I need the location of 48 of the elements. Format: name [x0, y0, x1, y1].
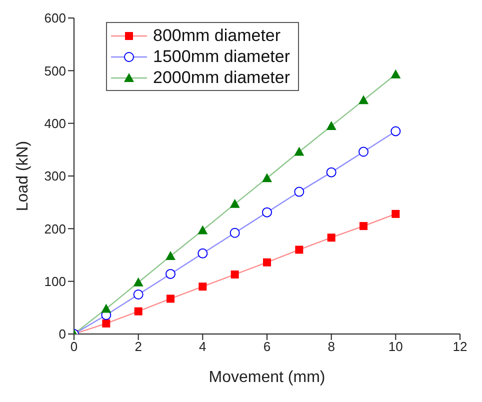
point	[102, 319, 110, 328]
x-tick-label: 10	[388, 339, 403, 354]
point	[326, 120, 336, 130]
y-tick-label: 0	[58, 326, 66, 342]
x-axis-title: Movement (mm)	[208, 369, 326, 386]
point	[390, 69, 401, 78]
legend-label: 1500mm diameter	[153, 46, 290, 67]
point	[230, 198, 240, 208]
point	[392, 210, 400, 218]
point	[198, 248, 208, 258]
legend-label: 800mm diameter	[153, 25, 281, 46]
point	[358, 146, 368, 157]
point	[294, 186, 304, 197]
point	[294, 146, 304, 156]
point	[133, 290, 144, 300]
legend-label: 2000mm diameter	[153, 67, 290, 88]
point	[262, 207, 272, 218]
point	[295, 246, 304, 254]
x-tick-label: 2	[134, 339, 142, 354]
point	[198, 282, 207, 291]
point	[262, 173, 272, 182]
point	[360, 222, 368, 230]
x-tick-label: 4	[199, 339, 206, 354]
point	[326, 167, 336, 178]
point	[166, 268, 176, 279]
point	[390, 126, 401, 136]
point	[327, 234, 336, 242]
point	[166, 294, 174, 303]
y-tick-label: 600	[44, 10, 66, 26]
x-tick-label: 8	[328, 339, 335, 354]
x-tick-label: 6	[263, 339, 271, 354]
point	[198, 225, 208, 234]
x-tick-label: 0	[70, 339, 78, 354]
x-tick-label: 12	[452, 339, 468, 354]
point	[263, 258, 271, 266]
point	[134, 307, 142, 316]
point	[133, 277, 144, 286]
y-tick-label: 500	[44, 63, 66, 78]
point	[358, 95, 368, 104]
y-tick-label: 100	[44, 274, 66, 289]
y-tick-label: 400	[44, 116, 66, 131]
y-tick-label: 200	[44, 221, 66, 236]
point	[166, 251, 176, 260]
y-axis-title: Load (kN)	[14, 140, 32, 212]
point	[101, 304, 112, 313]
y-tick-label: 300	[44, 168, 66, 184]
point	[230, 228, 240, 238]
point	[230, 270, 239, 278]
